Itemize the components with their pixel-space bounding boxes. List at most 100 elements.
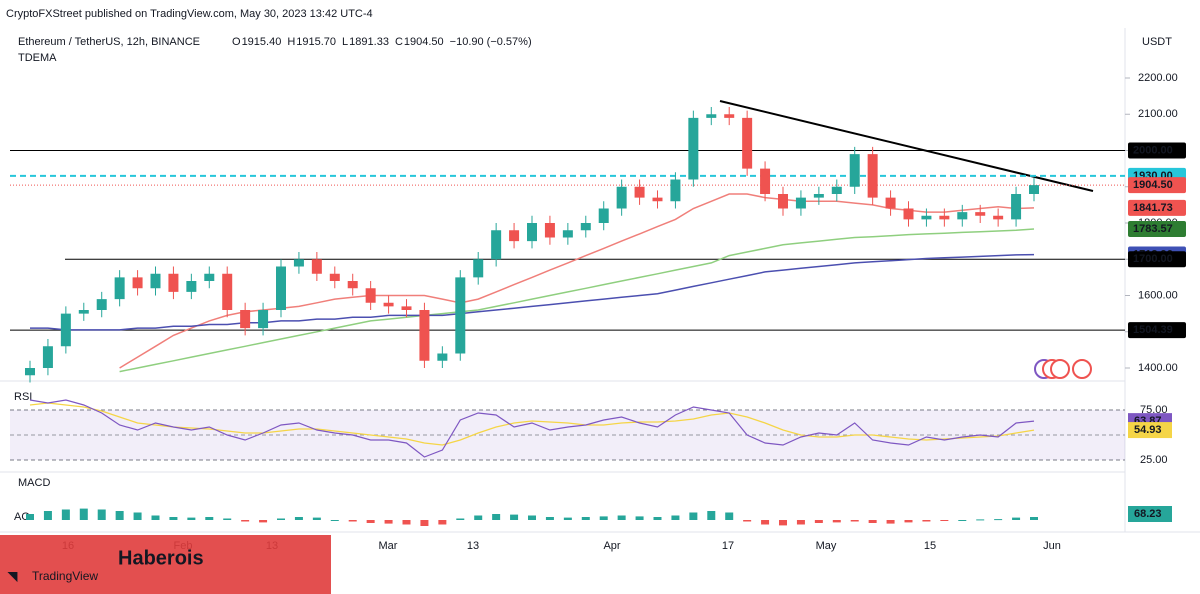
- watermark-box: [0, 535, 331, 594]
- candle-body: [401, 306, 412, 310]
- watermark: Haberois: [118, 547, 204, 569]
- flag-icons: [1034, 359, 1092, 379]
- macd-bar: [259, 520, 268, 523]
- x-tick-label: Apr: [603, 540, 620, 552]
- macd-bar: [653, 517, 662, 520]
- candle-body: [383, 302, 394, 307]
- price-label: 1841.73: [1133, 202, 1173, 214]
- macd-bar: [545, 517, 554, 520]
- price-label-box: [1128, 322, 1186, 339]
- candle-body: [473, 259, 484, 278]
- x-tick-label: 15: [924, 540, 936, 552]
- rsi-line: [29, 399, 1035, 458]
- y-tick-label: 2100.00: [1138, 108, 1178, 120]
- candle-body: [527, 223, 537, 242]
- price-label-box: [1128, 251, 1186, 268]
- macd-bar: [671, 515, 680, 520]
- macd-bar: [420, 520, 429, 526]
- symbol: Ethereum / TetherUS, 12h, BINANCE: [18, 36, 200, 48]
- candle-body: [204, 273, 215, 281]
- candle-body: [652, 197, 663, 202]
- price-label: 1904.50: [1133, 179, 1173, 191]
- macd-bar: [133, 512, 142, 520]
- candle-body: [867, 154, 878, 198]
- x-tick-label: Jun: [1043, 540, 1061, 552]
- ma-line: [119, 193, 1035, 369]
- macd-bar: [79, 508, 88, 520]
- rsi-title: RSI: [14, 391, 32, 403]
- candle-body: [706, 114, 717, 118]
- candle-body: [688, 117, 699, 180]
- price-label: 1783.57: [1133, 223, 1173, 235]
- ohlc-key: O: [232, 36, 241, 48]
- logo-icon: ◥: [7, 569, 18, 583]
- x-tick-label: May: [816, 540, 837, 552]
- candle-body: [132, 277, 143, 289]
- macd-bar: [294, 517, 303, 520]
- macd-bar: [366, 520, 375, 523]
- candle-body: [491, 230, 502, 260]
- rsi-ma-box: [1128, 422, 1172, 439]
- macd-bar: [832, 520, 841, 523]
- candle-body: [168, 273, 179, 292]
- candle-body: [419, 310, 430, 361]
- macd-bar: [725, 512, 734, 520]
- price-label-box: [1128, 142, 1186, 159]
- candle-body: [885, 197, 896, 209]
- candle-body: [831, 186, 842, 194]
- macd-bar: [151, 515, 160, 520]
- macd-bar: [796, 520, 805, 525]
- macd-bar: [43, 511, 52, 520]
- candle-body: [258, 310, 269, 329]
- macd-value-label: 68.23: [1134, 508, 1162, 520]
- candle-body: [993, 215, 1004, 220]
- macd-bar: [1030, 517, 1038, 520]
- macd-bar: [599, 516, 608, 520]
- x-tick-label: Mar: [379, 540, 398, 552]
- ohlc-value: 1904.50: [404, 36, 444, 48]
- macd-bar: [635, 516, 644, 520]
- macd-bar: [61, 509, 70, 520]
- ohlc-change: −10.90 (−0.57%): [450, 36, 532, 48]
- macd-bar: [779, 520, 787, 526]
- price-label: 1700.00: [1133, 253, 1173, 265]
- macd-bar: [689, 512, 698, 520]
- x-tick-label: 13: [467, 540, 479, 552]
- rsi-tick-label: 75.00: [1140, 404, 1168, 416]
- ohlc-key: C: [395, 36, 403, 48]
- macd-bar: [223, 518, 232, 520]
- macd-bar: [456, 518, 465, 520]
- logo: TradingView: [32, 569, 98, 583]
- candle-body: [580, 223, 591, 231]
- macd-title: MACD: [18, 477, 50, 489]
- candle-body: [616, 186, 627, 209]
- macd-bar: [510, 514, 519, 520]
- candle-body: [975, 212, 986, 216]
- macd-bar: [707, 511, 716, 520]
- macd-bar: [1012, 517, 1021, 520]
- currency: USDT: [1142, 36, 1172, 48]
- candle-body: [96, 299, 107, 310]
- ohlc-key: L: [342, 36, 348, 48]
- macd-bar: [187, 517, 196, 520]
- macd-bar: [886, 520, 895, 524]
- ohlc-key: H: [287, 36, 295, 48]
- macd-bar: [402, 520, 411, 525]
- candle-body: [60, 313, 71, 347]
- macd-bar: [26, 514, 34, 520]
- y-tick-label: 2200.00: [1138, 72, 1178, 84]
- macd-bar: [922, 520, 931, 522]
- macd-value-box: [1128, 506, 1172, 522]
- publisher: CryptoFXStreet published on TradingView.…: [6, 8, 373, 20]
- macd-bar: [958, 520, 967, 521]
- candle-body: [455, 277, 466, 354]
- candle-body: [849, 154, 860, 187]
- macd-bar: [384, 520, 393, 524]
- macd-bar: [492, 514, 501, 520]
- candle-body: [293, 259, 304, 267]
- macd-bar: [868, 520, 877, 523]
- macd-bar: [528, 515, 536, 520]
- macd-bar: [994, 519, 1003, 521]
- candle-body: [562, 230, 573, 238]
